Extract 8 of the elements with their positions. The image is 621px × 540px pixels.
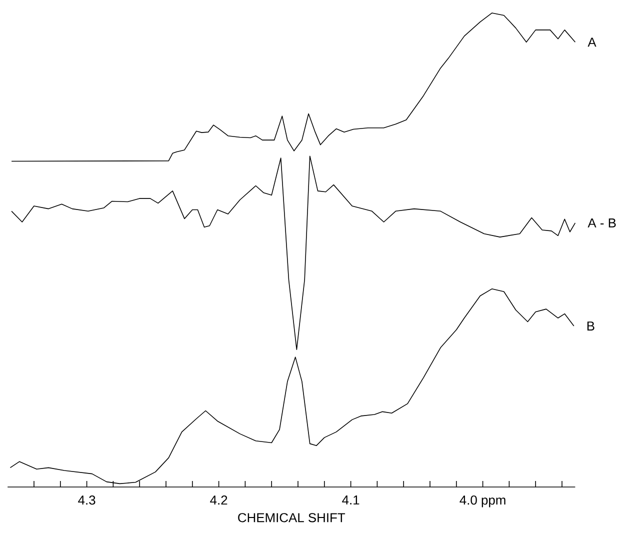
x-tick-label: 4.2 xyxy=(210,495,228,505)
series-label: B xyxy=(587,322,594,330)
series-label: A - B xyxy=(588,218,616,228)
x-tick-label: 4.1 xyxy=(342,496,360,504)
x-tick-label: 4.0 ppm xyxy=(460,495,506,508)
x-axis-title: CHEMICAL SHIFT xyxy=(238,513,346,522)
series-label: A xyxy=(588,38,596,47)
x-tick-label: 4.3 xyxy=(78,495,96,505)
